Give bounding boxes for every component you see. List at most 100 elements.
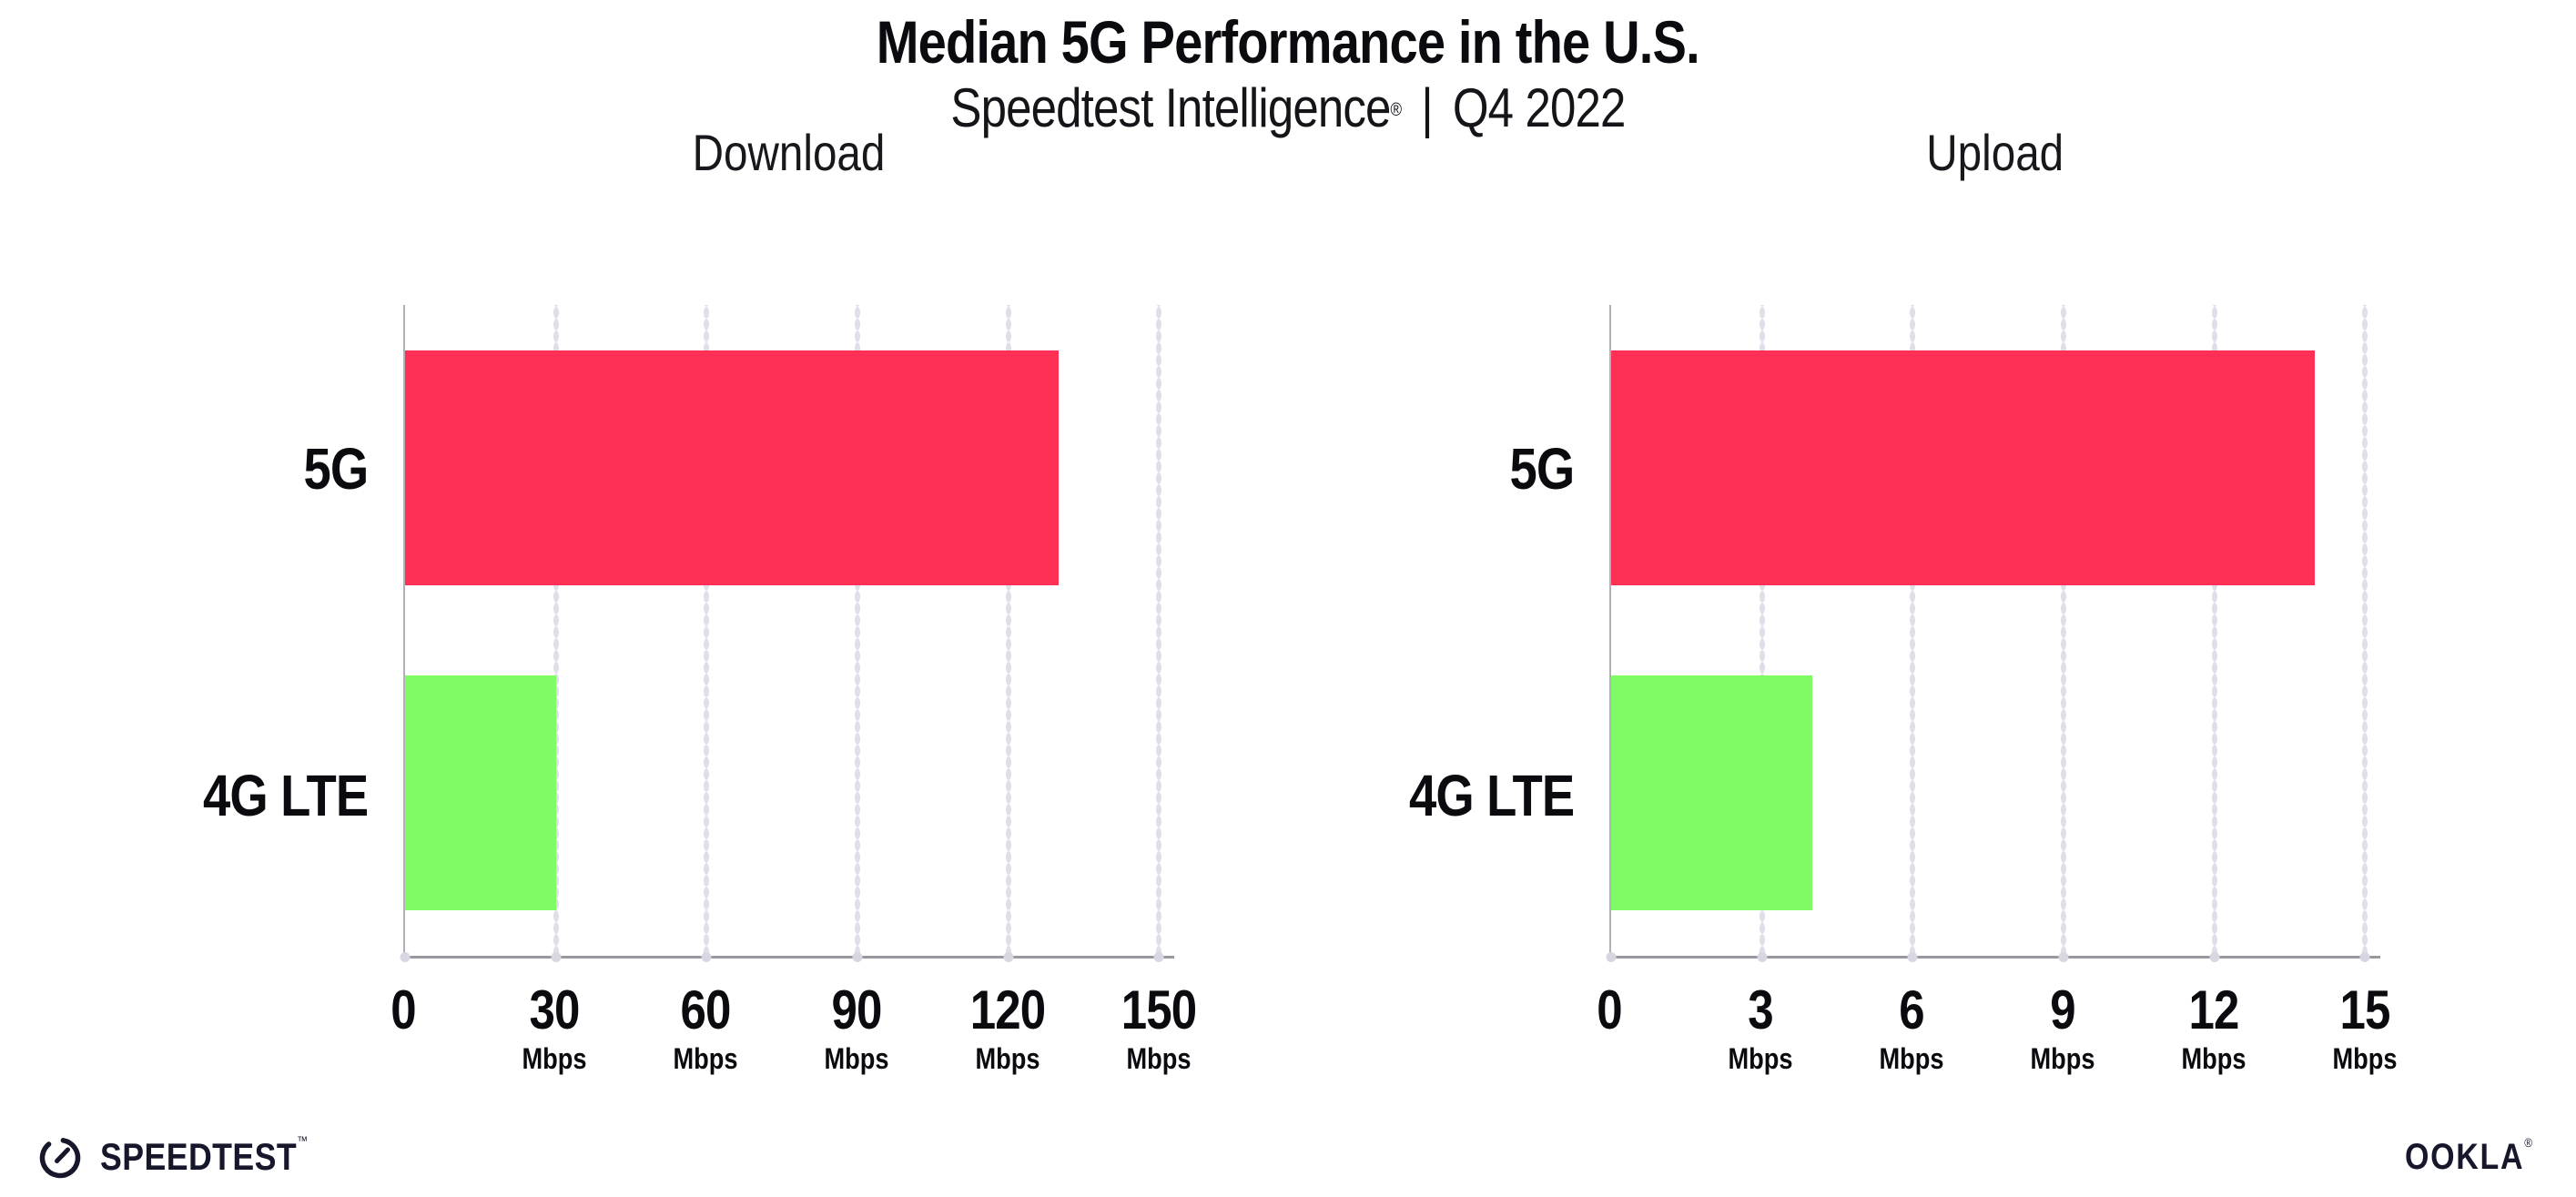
x-tick-30: 30 Mbps — [516, 979, 593, 1075]
gridline-90 — [855, 305, 861, 956]
x-tick-content-150: 150 Mbps — [1121, 979, 1197, 1075]
x-tick-content-60: 60 Mbps — [673, 979, 738, 1075]
speedtest-gauge-icon — [39, 1137, 81, 1179]
x-tick-90: 90 Mbps — [818, 979, 895, 1075]
download-category-labels: 5G 4G LTE — [89, 305, 403, 959]
bar-5g — [1611, 350, 2316, 585]
x-tick-value: 0 — [390, 979, 416, 1040]
charts-container: Download 5G 4G LTE 0 30 Mbps 60 Mbps 90 Mbps 120… — [89, 121, 2398, 1095]
x-tick-content-9: 9 Mbps — [2030, 979, 2095, 1075]
gridline-3 — [1759, 305, 1765, 956]
category-row-4g-lte: 4G LTE — [1295, 632, 1575, 959]
x-tick-content-12: 12 Mbps — [2182, 979, 2246, 1075]
category-row-5g: 5G — [89, 305, 369, 632]
download-plot-area — [400, 305, 1174, 962]
gridline-12 — [2211, 305, 2217, 956]
x-tick-value: 120 — [970, 979, 1046, 1040]
upload-x-axis-ticks: 0 3 Mbps 6 Mbps 9 Mbps 12 Mbps 15 Mbps — [1597, 959, 2398, 1095]
x-tick-9: 9 Mbps — [2024, 979, 2101, 1075]
gridline-30 — [553, 305, 559, 956]
category-row-5g: 5G — [1295, 305, 1575, 632]
x-tick-12: 12 Mbps — [2176, 979, 2253, 1075]
x-tick-value: 0 — [1597, 979, 1622, 1040]
x-tick-unit: Mbps — [824, 1042, 889, 1075]
chart-subtitle-text: Speedtest Intelligence® | Q4 2022 — [950, 77, 1627, 138]
speedtest-wordmark: SPEEDTEST™ — [100, 1133, 345, 1179]
x-tick-value: 60 — [680, 979, 732, 1040]
x-tick-value: 15 — [2339, 979, 2391, 1040]
x-tick-0: 0 — [389, 982, 418, 1039]
x-tick-unit: Mbps — [673, 1042, 738, 1075]
speedtest-trademark-symbol: ™ — [297, 1133, 309, 1148]
axis-tick-dot-120 — [1003, 952, 1014, 962]
upload-plot-area — [1606, 305, 2380, 962]
subtitle-period: Q4 2022 — [1452, 77, 1627, 138]
category-row-4g-lte: 4G LTE — [89, 632, 369, 959]
x-tick-content-15: 15 Mbps — [2333, 979, 2398, 1075]
x-tick-content-90: 90 Mbps — [824, 979, 889, 1075]
axis-tick-dot-6 — [1907, 952, 1918, 962]
gridline-9 — [2061, 305, 2067, 956]
download-x-axis-ticks: 0 30 Mbps 60 Mbps 90 Mbps 120 Mbps 150 Mbps — [390, 959, 1197, 1095]
bar-row-5g — [405, 305, 1174, 631]
bar-5g — [405, 350, 1059, 585]
x-tick-value: 12 — [2188, 979, 2240, 1040]
gridline-15 — [2362, 305, 2368, 956]
axis-tick-dot-30 — [551, 952, 562, 962]
x-tick-unit: Mbps — [2030, 1042, 2095, 1075]
x-tick-value: 9 — [2050, 979, 2075, 1040]
x-tick-content-30: 30 Mbps — [522, 979, 587, 1075]
x-tick-15: 15 Mbps — [2328, 979, 2404, 1075]
chart-subtitle: Speedtest Intelligence® | Q4 2022 — [0, 78, 2576, 138]
x-tick-unit: Mbps — [1728, 1042, 1793, 1075]
panel-title: Upload — [1926, 124, 2064, 181]
axis-tick-dot-3 — [1757, 952, 1768, 962]
axis-tick-dot-0 — [1606, 952, 1617, 962]
axis-tick-dot-9 — [2058, 952, 2069, 962]
subtitle-separator: | — [1421, 77, 1433, 138]
x-tick-content-120: 120 Mbps — [970, 979, 1046, 1075]
upload-bar-rows — [1611, 305, 2380, 956]
x-tick-content-0: 0 — [1597, 982, 1622, 1039]
x-tick-6: 6 Mbps — [1873, 982, 1950, 1075]
x-tick-unit: Mbps — [1879, 1042, 1944, 1075]
category-label-4g-lte: 4G LTE — [202, 762, 369, 828]
category-label-5g: 5G — [1509, 435, 1575, 502]
x-tick-60: 60 Mbps — [667, 979, 744, 1075]
x-tick-value: 90 — [831, 979, 883, 1040]
ookla-logo: OOKLA® — [2382, 1135, 2534, 1178]
gridline-60 — [704, 305, 710, 956]
axis-tick-dot-60 — [701, 952, 712, 962]
axis-tick-dot-150 — [1153, 952, 1164, 962]
x-tick-value: 150 — [1121, 979, 1197, 1040]
gridline-150 — [1156, 305, 1162, 956]
x-tick-value: 30 — [529, 979, 581, 1040]
x-tick-content-3: 3 Mbps — [1728, 982, 1793, 1075]
bar-row-4g-lte — [405, 631, 1174, 957]
x-tick-content-0: 0 — [390, 982, 416, 1039]
chart-title-text: Median 5G Performance in the U.S. — [876, 8, 1700, 76]
download-bar-rows — [405, 305, 1174, 956]
speedtest-logo: SPEEDTEST™ — [35, 1131, 345, 1182]
upload-chart-panel: Upload 5G 4G LTE 0 3 Mbps 6 Mbps 9 Mbps 12 Mbps 15… — [1295, 121, 2398, 1095]
axis-tick-dot-12 — [2209, 952, 2220, 962]
header: Median 5G Performance in the U.S. Speedt… — [0, 7, 2576, 138]
axis-tick-dot-90 — [852, 952, 863, 962]
download-plot-wrap: 5G 4G LTE — [89, 305, 1174, 962]
bar-4g-lte — [1611, 675, 1812, 911]
upload-category-labels: 5G 4G LTE — [1295, 305, 1609, 959]
panel-title-upload: Upload — [1609, 121, 2380, 185]
upload-plot-wrap: 5G 4G LTE — [1295, 305, 2380, 962]
chart-title: Median 5G Performance in the U.S. — [0, 7, 2576, 76]
panel-title-download: Download — [403, 121, 1174, 185]
gridline-6 — [1910, 305, 1916, 956]
registered-trademark-symbol: ® — [1390, 100, 1403, 120]
axis-tick-dot-0 — [400, 952, 411, 962]
category-label-4g-lte: 4G LTE — [1408, 762, 1575, 828]
subtitle-product: Speedtest Intelligence — [950, 77, 1391, 138]
x-tick-unit: Mbps — [1126, 1042, 1192, 1075]
x-tick-120: 120 Mbps — [964, 979, 1052, 1075]
bar-4g-lte — [405, 675, 556, 911]
x-tick-unit: Mbps — [522, 1042, 587, 1075]
